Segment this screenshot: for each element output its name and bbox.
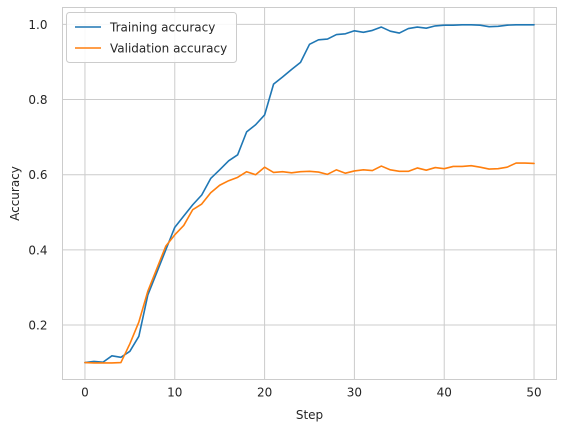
y-axis-label: Accuracy [8,166,22,221]
legend: Training accuracy Validation accuracy [66,12,237,63]
series-lines [84,23,535,364]
x-tick-label: 20 [257,386,272,400]
grid [62,7,557,380]
x-tick-label: 40 [437,386,452,400]
y-tick-label: 0.6 [28,168,47,182]
x-axis-label: Step [296,408,323,422]
x-tick-label: 10 [167,386,182,400]
x-tick-label: 50 [526,386,541,400]
y-tick-labels: 0.2 0.4 0.6 0.8 1.0 [28,18,47,333]
x-tick-label: 0 [81,386,89,400]
legend-label-validation: Validation accuracy [110,42,227,56]
y-tick-label: 0.4 [28,243,47,257]
y-tick-label: 1.0 [28,18,47,32]
plot-frame [62,7,557,380]
validation-accuracy-line [84,162,535,364]
y-tick-label: 0.2 [28,319,47,333]
y-tick-label: 0.8 [28,93,47,107]
training-accuracy-line [84,23,535,364]
x-tick-labels: 0 10 20 30 40 50 [81,386,542,400]
legend-frame [66,12,237,63]
legend-label-training: Training accuracy [109,21,215,35]
x-tick-label: 30 [347,386,362,400]
